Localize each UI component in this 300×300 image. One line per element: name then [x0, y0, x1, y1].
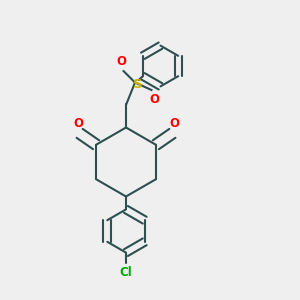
- Text: O: O: [149, 93, 159, 106]
- Text: O: O: [73, 117, 83, 130]
- Text: O: O: [116, 55, 126, 68]
- Text: Cl: Cl: [120, 266, 132, 278]
- Text: O: O: [169, 117, 179, 130]
- Text: S: S: [133, 77, 142, 91]
